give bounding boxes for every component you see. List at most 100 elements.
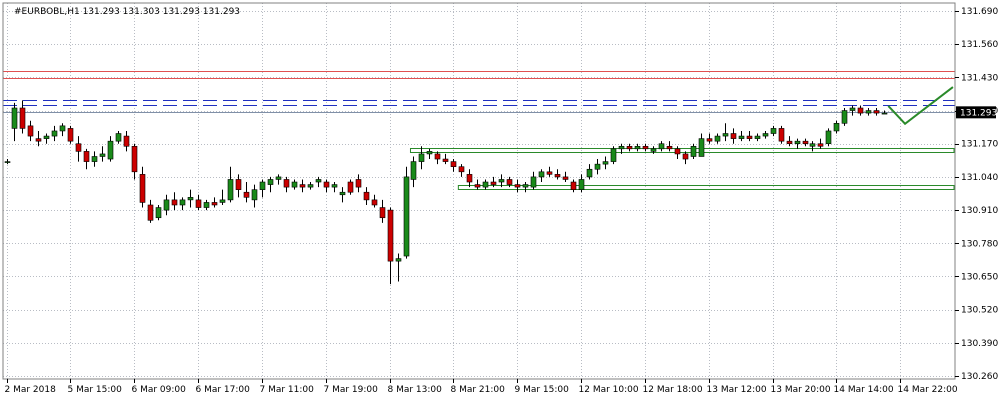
candle-body xyxy=(610,148,617,162)
candle-body xyxy=(833,123,840,132)
candle-body xyxy=(275,176,282,180)
candle-body xyxy=(458,166,465,173)
candle-body xyxy=(778,128,785,142)
candle-body xyxy=(251,189,258,201)
x-tick-label: 7 Mar 19:00 xyxy=(324,385,379,395)
candle-body xyxy=(849,107,856,111)
candle-body xyxy=(235,179,242,190)
price-tag-label: 131.293 xyxy=(960,108,997,118)
candle-body xyxy=(35,138,42,142)
candle-body xyxy=(371,199,378,206)
candles xyxy=(4,100,888,285)
candle-body xyxy=(450,161,457,167)
candle-body xyxy=(474,184,481,188)
x-tick-label: 9 Mar 15:00 xyxy=(515,385,570,395)
candle-body xyxy=(650,148,657,152)
candle-body xyxy=(506,179,513,185)
candle-body xyxy=(355,179,362,188)
candle-body xyxy=(259,181,266,190)
candle-body xyxy=(171,199,178,206)
candle-body xyxy=(802,140,809,145)
candle-body xyxy=(570,181,577,190)
x-tick-label: 14 Mar 22:00 xyxy=(898,385,958,395)
y-tick-label: 130.780 xyxy=(961,239,998,249)
candle-body xyxy=(498,179,505,183)
x-tick-label: 2 Mar 2018 xyxy=(5,385,57,395)
candle-body xyxy=(730,133,737,139)
candle-body xyxy=(682,153,689,160)
candle-body xyxy=(283,179,290,188)
candle-body xyxy=(482,181,489,188)
candle-body xyxy=(817,143,824,147)
candle-body xyxy=(379,207,386,219)
candle-body xyxy=(442,158,449,162)
candle-body xyxy=(674,148,681,155)
candle-body xyxy=(514,184,521,188)
candle-body xyxy=(410,161,417,180)
candle-body xyxy=(434,153,441,160)
x-axis: 2 Mar 2018 5 Mar 15:00 6 Mar 09:00 6 Mar 17… xyxy=(5,379,958,395)
candle-body xyxy=(809,143,816,147)
projection-line xyxy=(887,86,954,126)
candle-body xyxy=(163,199,170,211)
projection-path xyxy=(887,86,954,126)
candle-body xyxy=(714,135,721,142)
support-zone xyxy=(457,185,955,190)
candle-body xyxy=(395,258,402,262)
candle-body xyxy=(857,107,864,114)
y-tick-label: 131.560 xyxy=(961,40,998,50)
candle-body xyxy=(642,145,649,150)
candle-body xyxy=(363,191,370,201)
candle-body xyxy=(51,130,58,137)
candle-body xyxy=(722,133,729,137)
y-tick-label: 130.260 xyxy=(961,372,998,382)
candle-body xyxy=(4,161,11,163)
x-tick-label: 8 Mar 21:00 xyxy=(451,385,506,395)
candle-body xyxy=(139,174,146,203)
candle-body xyxy=(825,130,832,145)
candle-body xyxy=(754,135,761,139)
candle-body xyxy=(490,181,497,185)
x-tick-label: 8 Mar 13:00 xyxy=(388,385,443,395)
candle-body xyxy=(291,181,298,188)
price-tag-box xyxy=(956,106,996,119)
candle-body xyxy=(562,176,569,180)
x-tick-label: 6 Mar 17:00 xyxy=(196,385,251,395)
candle-body xyxy=(387,209,394,262)
candle-body xyxy=(299,184,306,188)
y-tick-label: 130.650 xyxy=(961,272,998,282)
candle-body xyxy=(586,168,593,178)
candle-body xyxy=(107,140,114,160)
candle-body xyxy=(75,143,82,152)
candle-body xyxy=(43,135,50,139)
level-lines xyxy=(3,71,955,113)
candle-body xyxy=(315,179,322,183)
candle-body xyxy=(594,163,601,170)
candle-body xyxy=(522,184,529,188)
candle-body xyxy=(307,184,314,188)
y-tick-label: 131.170 xyxy=(961,140,998,150)
x-tick-label: 13 Mar 12:00 xyxy=(707,385,767,395)
candle-body xyxy=(11,107,18,129)
chart-title: #EURBOBL,H1 131.293 131.303 131.293 131.… xyxy=(14,7,240,17)
candle-body xyxy=(211,202,218,206)
candle-body xyxy=(115,133,122,142)
x-tick-label: 12 Mar 18:00 xyxy=(643,385,703,395)
candle-body xyxy=(865,110,872,114)
support-zones xyxy=(409,148,955,190)
candle-body xyxy=(738,135,745,139)
candle-body xyxy=(123,135,130,147)
candle-body xyxy=(331,184,338,188)
candle-body xyxy=(83,151,90,162)
candle-body xyxy=(762,133,769,137)
y-tick-label: 130.910 xyxy=(961,206,998,216)
x-tick-label: 6 Mar 09:00 xyxy=(132,385,187,395)
candle-body xyxy=(403,176,410,257)
candle-body xyxy=(179,199,186,206)
support-zone xyxy=(409,148,955,153)
candle-body xyxy=(426,151,433,155)
candle-body xyxy=(147,204,154,221)
current-price-tag: 131.293 xyxy=(956,106,997,119)
candle-body xyxy=(841,110,848,124)
